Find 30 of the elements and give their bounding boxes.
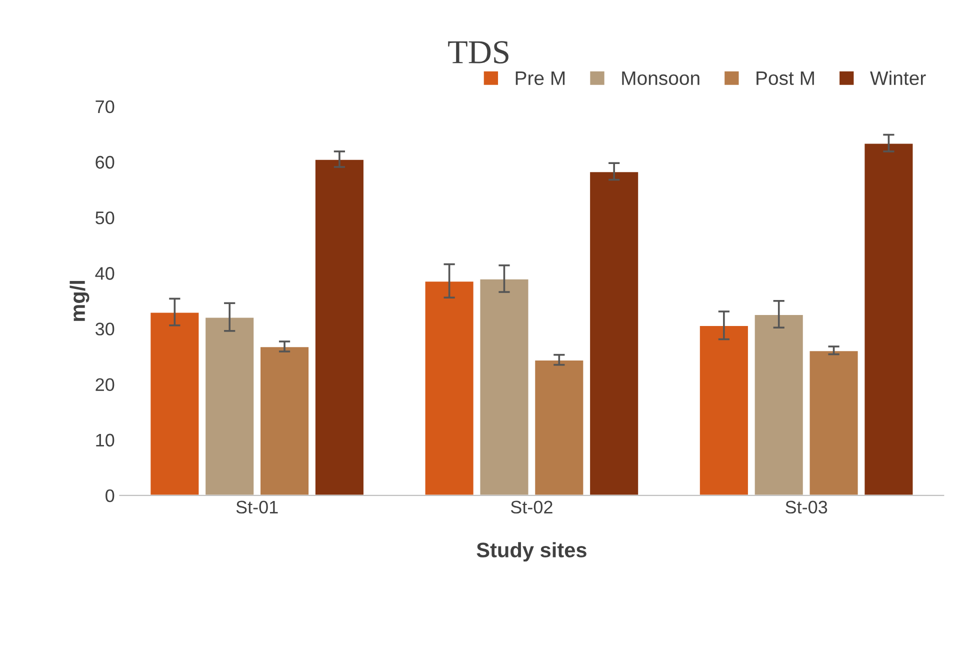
bar bbox=[808, 350, 860, 496]
bar bbox=[588, 170, 640, 496]
y-tick-label: 20 bbox=[96, 378, 114, 391]
y-tick-label: 10 bbox=[96, 434, 114, 447]
bar bbox=[698, 324, 750, 496]
bar bbox=[314, 158, 365, 496]
y-tick-label: 70 bbox=[96, 100, 114, 114]
y-tick-label: 60 bbox=[96, 156, 114, 169]
chart-title: TDS bbox=[448, 41, 508, 64]
y-tick-label: 40 bbox=[95, 267, 114, 280]
legend-label: Post M bbox=[756, 71, 814, 86]
bar bbox=[149, 311, 200, 496]
bar bbox=[204, 316, 256, 496]
y-tick-label: 30 bbox=[95, 322, 114, 336]
x-tick-label: St-02 bbox=[510, 500, 552, 514]
bar bbox=[753, 314, 804, 496]
legend-label: Pre M bbox=[516, 71, 565, 86]
x-tick-label: St-03 bbox=[786, 500, 828, 514]
legend-label: Winter bbox=[870, 70, 926, 86]
x-axis-title: Study sites bbox=[476, 542, 586, 562]
bar bbox=[534, 359, 585, 496]
bar bbox=[259, 346, 310, 496]
bar bbox=[863, 142, 914, 496]
legend-label: Monsoon bbox=[622, 71, 700, 86]
y-tick-label: 0 bbox=[106, 489, 114, 502]
x-tick-label: St-01 bbox=[236, 500, 278, 514]
y-axis-title: mg/l bbox=[70, 280, 90, 321]
y-tick-label: 50 bbox=[96, 211, 114, 224]
bar bbox=[424, 280, 475, 496]
bar bbox=[478, 278, 530, 496]
